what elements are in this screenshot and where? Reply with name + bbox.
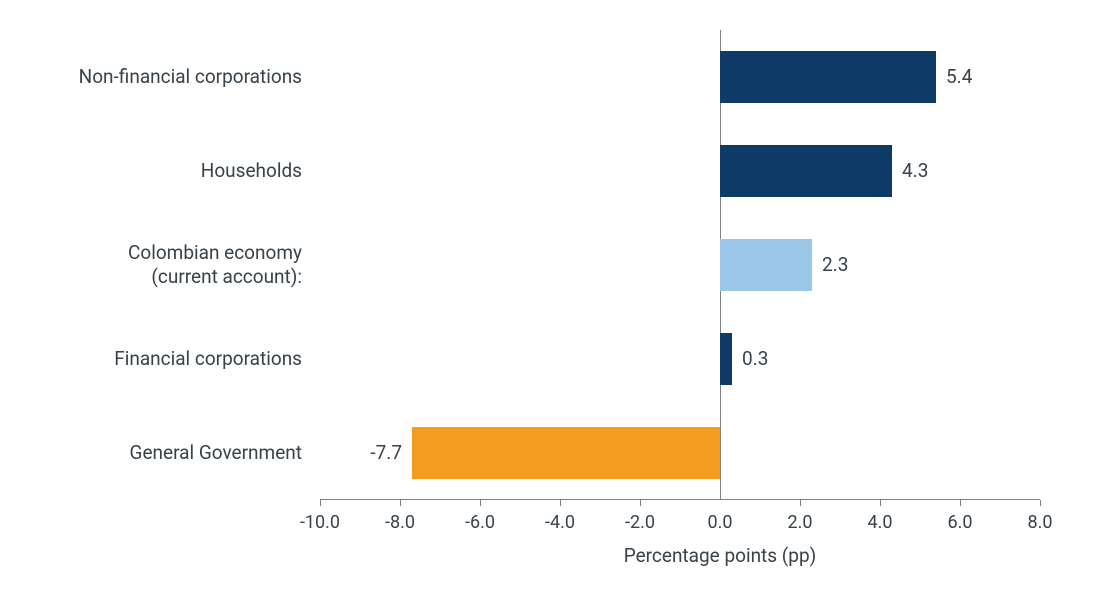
category-label: Financial corporations — [0, 312, 302, 406]
bar — [412, 427, 720, 480]
bar — [720, 333, 732, 386]
x-tick-label: -6.0 — [440, 512, 520, 533]
x-tick-label: -4.0 — [520, 512, 600, 533]
x-tick-label: 6.0 — [920, 512, 1000, 533]
x-tick-label: 4.0 — [840, 512, 920, 533]
bar-value-label: -7.7 — [322, 427, 402, 480]
x-tick-label: -8.0 — [360, 512, 440, 533]
x-tick-label: -2.0 — [600, 512, 680, 533]
chart-root: -10.0-8.0-6.0-4.0-2.00.02.04.06.08.0 Non-… — [0, 0, 1100, 600]
x-tick-mark — [1040, 500, 1041, 506]
x-tick-label: -10.0 — [280, 512, 360, 533]
x-tick-mark — [800, 500, 801, 506]
bar — [720, 51, 936, 104]
category-label: General Government — [0, 406, 302, 500]
plot-area: -10.0-8.0-6.0-4.0-2.00.02.04.06.08.0Non-… — [320, 30, 1040, 500]
bar — [720, 239, 812, 292]
bar-value-label: 4.3 — [902, 145, 928, 198]
x-tick-mark — [960, 500, 961, 506]
bar — [720, 145, 892, 198]
x-tick-mark — [640, 500, 641, 506]
x-tick-mark — [400, 500, 401, 506]
x-axis-line — [320, 499, 1040, 500]
category-label: Households — [0, 124, 302, 218]
category-label: Colombian economy (current account): — [0, 218, 302, 312]
x-tick-label: 2.0 — [760, 512, 840, 533]
bar-value-label: 5.4 — [946, 51, 972, 104]
category-label: Non-financial corporations — [0, 30, 302, 124]
bar-value-label: 0.3 — [742, 333, 768, 386]
bar-value-label: 2.3 — [822, 239, 848, 292]
x-tick-mark — [480, 500, 481, 506]
x-tick-mark — [320, 500, 321, 506]
x-tick-mark — [880, 500, 881, 506]
x-tick-mark — [560, 500, 561, 506]
x-tick-label: 8.0 — [1000, 512, 1080, 533]
x-axis-title: Percentage points (pp) — [520, 544, 920, 567]
x-tick-label: 0.0 — [680, 512, 760, 533]
